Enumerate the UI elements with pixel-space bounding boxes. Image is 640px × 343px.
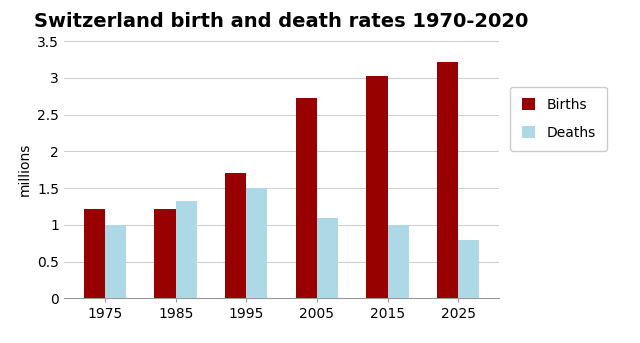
Bar [317, 217, 338, 298]
Bar [246, 188, 268, 298]
Y-axis label: millions: millions [17, 143, 31, 197]
Bar [225, 174, 246, 298]
Bar [84, 209, 105, 298]
Legend: Births, Deaths: Births, Deaths [511, 87, 607, 151]
Bar [175, 201, 197, 298]
Bar [458, 240, 479, 298]
Bar [437, 62, 458, 298]
Title: Switzerland birth and death rates 1970-2020: Switzerland birth and death rates 1970-2… [35, 12, 529, 31]
Bar [105, 225, 126, 298]
Bar [366, 76, 388, 298]
Bar [388, 225, 409, 298]
Bar [296, 98, 317, 298]
Bar [154, 209, 175, 298]
